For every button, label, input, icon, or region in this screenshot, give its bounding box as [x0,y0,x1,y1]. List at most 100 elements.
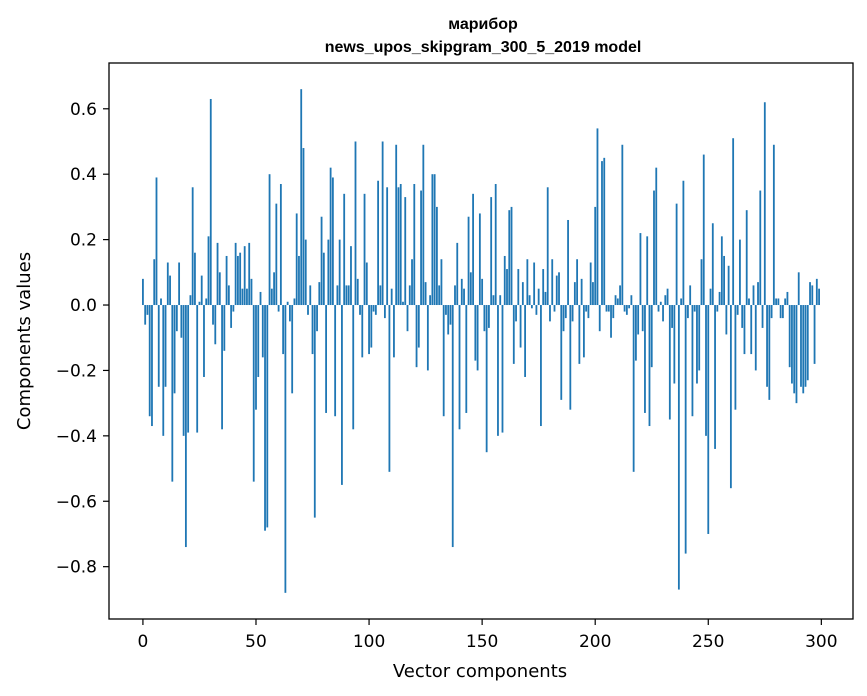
bar-266 [743,305,746,355]
bar-28 [205,298,208,306]
bar-128 [431,174,434,306]
bar-121 [415,305,418,368]
bar-255 [718,291,721,306]
bar-40 [232,305,235,312]
bar-252 [711,223,714,306]
bar-294 [806,305,809,381]
bar-2 [146,305,149,315]
bar-276 [766,305,768,387]
bar-91 [347,285,350,306]
bar-37 [225,255,228,306]
bar-192 [576,259,579,306]
bar-226 [653,190,655,306]
bar-204 [603,157,606,306]
bar-26 [200,275,203,306]
bar-175 [537,288,540,306]
bar-110 [390,288,393,306]
bar-15 [175,305,178,332]
bar-232 [666,288,669,306]
bar-254 [716,305,719,312]
bar-176 [540,305,542,427]
bar-133 [442,305,445,417]
bar-229 [659,301,662,306]
bar-241 [687,305,689,319]
bar-275 [763,102,766,306]
bar-4 [151,305,153,427]
bar-95 [356,278,359,306]
y-tick-label: 0.0 [70,296,97,316]
bar-78 [318,282,321,306]
bar-1 [144,305,147,325]
bar-41 [234,242,237,306]
bar-237 [677,305,680,590]
chart-title-line1: марибор [448,16,518,33]
x-tick-label: 150 [466,632,498,652]
bar-193 [578,305,581,364]
bar-131 [438,285,441,306]
bar-19 [184,305,187,548]
y-tick-label: 0.2 [70,231,97,251]
bar-103 [374,305,377,315]
bar-44 [241,288,244,306]
bar-80 [322,252,325,306]
bar-113 [397,187,400,306]
bar-246 [698,305,701,371]
plot-area-frame [108,62,854,620]
bar-268 [748,298,750,306]
bar-35 [221,305,223,430]
bar-244 [693,305,696,312]
bar-181 [551,259,554,306]
bar-207 [610,305,612,338]
bar-153 [488,305,490,328]
bar-141 [460,278,463,306]
bar-65 [289,305,291,322]
bar-190 [571,305,574,322]
bar-180 [549,305,551,322]
bar-106 [381,141,384,306]
bar-187 [564,305,567,319]
bar-151 [483,305,486,332]
bar-48 [250,278,253,306]
bar-296 [811,285,814,306]
bar-3 [148,305,151,417]
bar-186 [562,305,565,332]
bar-82 [327,239,330,306]
bar-97 [361,305,364,358]
bar-109 [388,305,391,472]
bar-47 [248,242,251,306]
bar-81 [325,305,327,413]
bar-126 [426,305,429,371]
bar-57 [270,288,273,306]
bar-99 [365,262,368,306]
bar-53 [261,305,264,358]
bar-105 [379,285,382,306]
bar-118 [408,285,411,306]
bar-239 [682,180,685,306]
bar-292 [802,305,805,394]
bar-94 [354,141,357,306]
y-tick-label: −0.8 [56,558,97,578]
bar-182 [553,305,556,312]
bar-157 [497,305,499,436]
bar-167 [519,305,522,348]
bar-60 [277,305,280,312]
y-tick-label: 0.6 [70,100,97,120]
bar-206 [607,305,610,312]
bar-76 [313,305,316,518]
bar-219 [637,305,640,335]
bar-227 [655,167,658,306]
bar-135 [447,305,450,335]
bar-124 [422,144,425,306]
x-tick-label: 250 [692,632,724,652]
y-tick-label: −0.4 [56,427,97,447]
bar-169 [524,305,527,377]
bar-12 [169,275,171,306]
bar-98 [363,193,366,306]
bar-8 [160,298,162,306]
bar-288 [793,305,796,394]
bar-117 [406,305,409,332]
bar-238 [680,298,683,306]
bar-14 [173,305,176,394]
bar-293 [804,305,807,387]
